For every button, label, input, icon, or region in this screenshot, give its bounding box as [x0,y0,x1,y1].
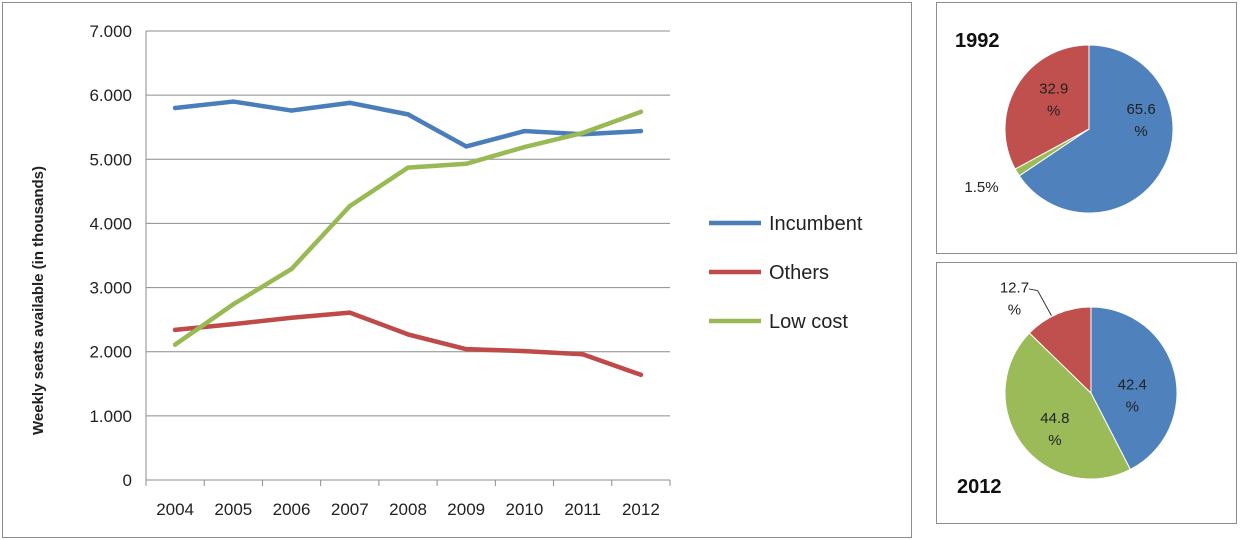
pie-chart-1992: 1992 65.6 % 1.5% 32.9% [955,30,1174,214]
data-point-others [580,352,585,357]
x-tick-label: 2012 [622,500,660,519]
data-point-low-cost [638,109,644,115]
data-point-incumbent [638,128,644,134]
data-point-others [464,346,469,352]
data-point-others [347,310,352,315]
data-point-low-cost [347,203,352,209]
pie-year-label: 1992 [955,30,1000,52]
pie-slice [1004,332,1131,480]
x-tick-label: 2010 [506,500,544,519]
pie-leader-line [1028,288,1052,316]
data-point-incumbent [347,100,352,106]
y-tick-label: 6.000 [89,86,132,105]
pie-slice-label-line: 42.4 [1118,377,1147,394]
pie-slice-label-line: % [1008,301,1021,318]
data-point-low-cost [405,165,411,170]
pie-chart-1992-panel: 1992 65.6% 1.5% 32.9% [936,2,1237,254]
x-tick-label: 2007 [331,500,369,519]
line-chart: 0 1.000 2.000 3.000 4.000 5.000 6.000 7.000 2004… [30,22,863,519]
pie-slice [1004,44,1090,170]
pie-slice-label-line: 12.7 [1000,279,1029,296]
y-tick-label: 5.000 [89,150,132,169]
pie-slice-label-line: % [1047,103,1060,120]
y-axis-title: Weekly seats available (in thousands) [30,166,47,435]
pie-slice-label: 1.5% [964,179,998,196]
data-point-others [231,321,236,327]
pie-slice [1090,306,1178,471]
x-tick-label: 2008 [389,500,427,519]
x-tick-label: 2006 [273,500,311,519]
pie-slice-label-line: 65.6 [1126,101,1155,118]
series-line-incumbent [172,99,644,149]
pie-slice-label-line: % [1048,432,1061,449]
data-point-incumbent [405,112,411,117]
pie-slice-label: 32.9% [1039,81,1068,120]
pie-slice-label: 12.7% [1000,279,1029,318]
data-point-others [522,348,527,354]
line-chart-panel: 0 1.000 2.000 3.000 4.000 5.000 6.000 7.000 2004… [2,2,912,538]
data-point-others [172,327,178,333]
data-point-low-cost [231,302,236,307]
pie-year-label: 2012 [957,476,1002,498]
x-tick-label: 2004 [156,500,194,519]
series-line-low-cost [172,109,644,347]
pie-slice [1028,306,1092,395]
pie-slice-label-line: 44.8 [1040,410,1069,427]
data-point-incumbent [464,144,469,149]
data-point-low-cost [464,161,469,166]
y-tick-label: 3.000 [89,279,132,298]
data-point-incumbent [231,99,236,104]
legend-label-others: Others [769,262,829,284]
data-point-incumbent [289,108,294,113]
pie-slice-label-line: % [1134,123,1147,140]
data-point-low-cost [522,144,527,150]
y-tick-label: 7.000 [89,22,132,41]
y-tick-label: 2.000 [89,343,132,362]
pie-slice-label: 42.4% [1118,377,1147,416]
pie-chart-2012-panel: 2012 42.4% 44.8% 12.7% [936,262,1237,524]
pie-slice-label: 44.8% [1040,410,1069,449]
data-point-low-cost [172,342,178,347]
y-tick-label: 0 [123,471,132,490]
y-tick-label: 1.000 [89,407,132,426]
x-tick-label: 2011 [564,500,601,519]
data-point-incumbent [172,105,178,111]
x-tick-label: 2005 [214,500,252,519]
pie-slice-label: 65.6% [1126,101,1155,140]
legend-label-incumbent: Incumbent [769,213,863,235]
pie-slice [1018,44,1174,214]
x-tick-label: 2009 [447,500,485,519]
pie-slice-label-line: 1.5% [964,179,998,196]
data-point-others [405,332,411,337]
data-point-others [289,315,294,320]
legend-label-low-cost: Low cost [769,311,848,333]
pie-slice-label-line: 32.9 [1039,81,1068,98]
data-point-low-cost [580,130,585,136]
pie-slice-label-line: % [1126,399,1139,416]
data-point-low-cost [289,266,294,272]
data-point-others [638,372,644,378]
y-tick-label: 4.000 [89,214,132,233]
series-line-others [172,310,644,378]
data-point-incumbent [522,128,527,134]
